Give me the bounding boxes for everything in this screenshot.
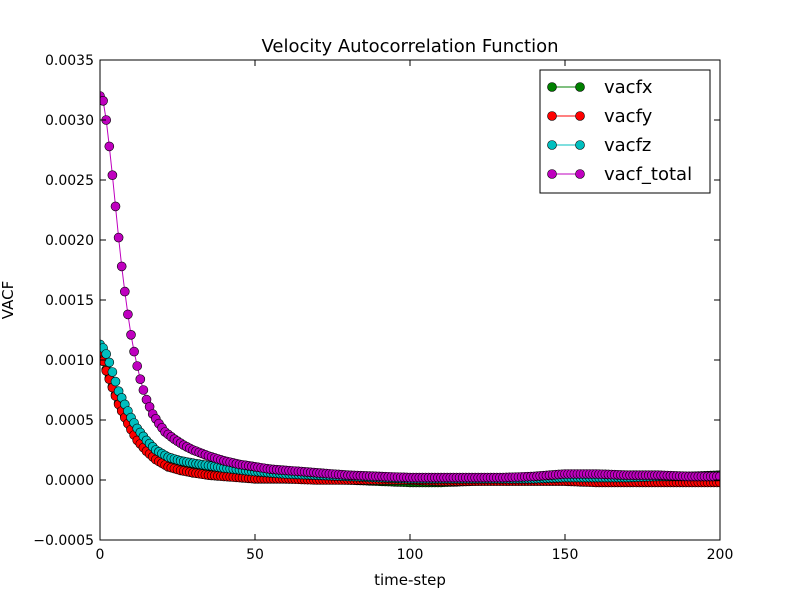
y-tick-label: 0.0035	[45, 53, 94, 69]
x-axis: 0 50 100 150 200	[96, 60, 734, 563]
data-point-vacf_total	[123, 309, 133, 320]
y-tick-label: 0.0000	[45, 473, 94, 489]
x-tick-label: 50	[246, 547, 264, 563]
legend-marker-vacf_total	[547, 169, 557, 179]
chart-title: Velocity Autocorrelation Function	[262, 36, 559, 57]
data-point-vacf_total	[132, 361, 142, 371]
legend-marker-vacfy	[575, 111, 585, 121]
data-point-vacfz	[110, 376, 121, 387]
legend-label-vacfz: vacfz	[604, 135, 651, 156]
plot-area	[100, 91, 720, 488]
legend-label-vacf_total: vacf_total	[604, 164, 692, 185]
legend-marker-vacfy	[547, 111, 557, 121]
legend-marker-vacfz	[547, 140, 557, 150]
x-tick-label: 200	[707, 547, 734, 563]
data-point-vacf_total	[715, 471, 720, 482]
series-layer	[100, 91, 720, 488]
data-point-vacf_total	[110, 201, 121, 212]
data-point-vacf_total	[135, 374, 146, 385]
legend-box	[539, 69, 711, 194]
y-axis: −0.0005 0.0000 0.0005 0.0010 0.0015 0.0020 0.0…	[33, 53, 720, 549]
x-tick-label: 150	[552, 547, 579, 563]
legend-marker-vacfx	[575, 82, 585, 92]
legend-marker-vacf_total	[575, 169, 585, 179]
x-tick-label: 100	[397, 547, 424, 563]
y-tick-label: −0.0005	[33, 533, 94, 549]
x-axis-label: time-step	[374, 571, 446, 589]
legend-marker-vacfz	[575, 140, 585, 150]
y-tick-label: 0.0010	[45, 353, 94, 369]
data-point-vacf_total	[104, 141, 115, 152]
legend: vacfx vacfy vacfz vacf_total	[539, 69, 711, 194]
data-point-vacfz	[107, 367, 118, 377]
data-point-vacf_total	[120, 286, 130, 297]
data-point-vacf_total	[107, 170, 118, 180]
y-tick-label: 0.0020	[45, 233, 94, 249]
data-point-vacfz	[104, 357, 115, 368]
data-point-vacf_total	[138, 385, 149, 395]
data-point-vacf_total	[113, 232, 124, 243]
data-point-vacf_total	[100, 96, 108, 106]
y-tick-label: 0.0025	[45, 173, 94, 189]
y-tick-label: 0.0015	[45, 293, 94, 309]
y-tick-label: 0.0005	[45, 413, 94, 429]
data-point-vacf_total	[129, 346, 139, 357]
legend-label-vacfx: vacfx	[604, 77, 653, 98]
data-point-vacfz	[101, 349, 111, 359]
legend-label-vacfy: vacfy	[604, 106, 653, 127]
x-tick-label: 0	[96, 547, 105, 563]
y-tick-label: 0.0030	[45, 113, 94, 129]
data-point-vacf_total	[116, 261, 127, 272]
data-point-vacf_total	[126, 329, 136, 340]
y-axis-label: VACF	[0, 281, 17, 319]
legend-marker-vacfx	[547, 82, 557, 92]
series-vacf_total	[100, 91, 720, 483]
